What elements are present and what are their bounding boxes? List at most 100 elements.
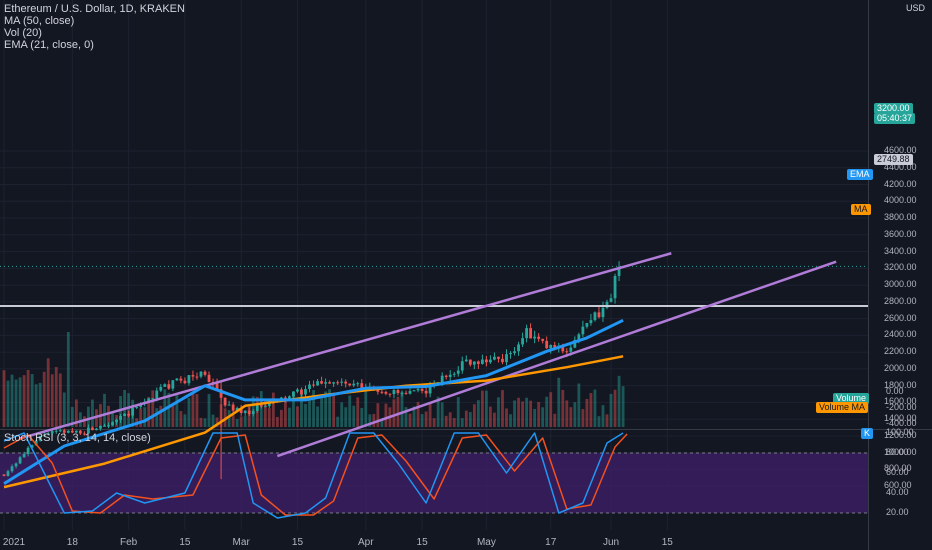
candle-body[interactable]	[396, 390, 400, 394]
candle-body[interactable]	[91, 427, 94, 431]
volume-bar[interactable]	[396, 396, 400, 427]
volume-bar[interactable]	[239, 416, 243, 427]
volume-bar[interactable]	[485, 390, 488, 427]
volume-bar[interactable]	[271, 392, 275, 427]
volume-bar[interactable]	[275, 416, 279, 427]
candle-body[interactable]	[10, 466, 14, 472]
candle-body[interactable]	[18, 457, 22, 464]
volume-bar[interactable]	[356, 397, 360, 427]
ema-line[interactable]	[3, 318, 624, 485]
candle-body[interactable]	[476, 361, 480, 364]
volume-bar[interactable]	[400, 391, 404, 427]
volume-bar[interactable]	[609, 393, 613, 427]
volume-bar[interactable]	[70, 406, 74, 427]
candle-body[interactable]	[444, 375, 448, 377]
candle-body[interactable]	[42, 434, 46, 436]
volume-bar[interactable]	[211, 414, 215, 427]
volume-bar[interactable]	[577, 383, 581, 427]
candle-body[interactable]	[613, 275, 617, 299]
candle-body[interactable]	[456, 370, 460, 374]
volume-bar[interactable]	[476, 400, 480, 427]
candle-body[interactable]	[107, 425, 110, 427]
candle-body[interactable]	[203, 371, 207, 375]
candle-body[interactable]	[308, 384, 311, 390]
ma-tag[interactable]: MA	[851, 204, 871, 215]
candle-body[interactable]	[255, 405, 259, 411]
volume-ma-tag[interactable]: Volume MA	[816, 402, 869, 413]
candle-body[interactable]	[87, 427, 90, 434]
candle-body[interactable]	[573, 339, 577, 348]
volume-bar[interactable]	[360, 407, 364, 427]
volume-bar[interactable]	[525, 397, 528, 427]
volume-bar[interactable]	[83, 416, 86, 427]
channel-lower-line[interactable]	[276, 260, 837, 458]
candle-body[interactable]	[30, 445, 34, 448]
candle-body[interactable]	[183, 380, 187, 384]
candle-body[interactable]	[468, 359, 472, 365]
volume-bar[interactable]	[545, 396, 549, 427]
candle-body[interactable]	[54, 430, 58, 432]
volume-bar[interactable]	[324, 391, 327, 427]
volume-bar[interactable]	[372, 413, 376, 427]
volume-bar[interactable]	[340, 402, 344, 427]
candle-body[interactable]	[135, 406, 139, 408]
candle-body[interactable]	[505, 354, 508, 363]
stoch-k-tag[interactable]: K	[861, 428, 874, 439]
volume-bar[interactable]	[348, 395, 352, 427]
volume-bar[interactable]	[428, 403, 432, 427]
candle-body[interactable]	[127, 413, 131, 416]
candle-body[interactable]	[99, 426, 102, 429]
volume-bar[interactable]	[14, 379, 18, 427]
volume-bar[interactable]	[537, 401, 541, 427]
volume-bar[interactable]	[151, 390, 155, 427]
candle-body[interactable]	[6, 471, 10, 476]
volume-bar[interactable]	[227, 410, 231, 427]
candle-body[interactable]	[565, 351, 569, 353]
candle-body[interactable]	[412, 390, 416, 392]
candle-body[interactable]	[380, 391, 384, 393]
volume-bar[interactable]	[444, 415, 448, 427]
volume-bar[interactable]	[505, 408, 508, 427]
candle-body[interactable]	[408, 390, 412, 394]
candle-body[interactable]	[103, 425, 106, 427]
volume-bar[interactable]	[87, 406, 90, 427]
volume-bar[interactable]	[368, 414, 372, 427]
volume-bar[interactable]	[2, 370, 6, 427]
volume-bar[interactable]	[147, 396, 151, 427]
candle-body[interactable]	[163, 384, 167, 387]
candle-body[interactable]	[561, 345, 565, 352]
candle-body[interactable]	[533, 336, 537, 339]
candle-body[interactable]	[159, 386, 163, 391]
volume-bar[interactable]	[155, 408, 159, 427]
candle-body[interactable]	[259, 405, 263, 407]
candle-body[interactable]	[34, 440, 38, 446]
candle-body[interactable]	[348, 383, 352, 386]
volume-bar[interactable]	[549, 392, 553, 427]
candle-body[interactable]	[167, 384, 171, 389]
volume-bar[interactable]	[91, 399, 94, 427]
candle-body[interactable]	[83, 433, 86, 435]
candle-body[interactable]	[239, 407, 243, 414]
candle-body[interactable]	[376, 389, 380, 392]
candle-body[interactable]	[480, 359, 484, 364]
candle-body[interactable]	[597, 312, 601, 318]
volume-bar[interactable]	[259, 391, 263, 427]
candle-body[interactable]	[497, 356, 500, 359]
volume-bar[interactable]	[18, 377, 22, 427]
candle-body[interactable]	[115, 419, 118, 423]
volume-bar[interactable]	[231, 414, 235, 427]
volume-bar[interactable]	[42, 371, 46, 427]
volume-bar[interactable]	[364, 389, 368, 427]
volume-bar[interactable]	[581, 409, 585, 427]
volume-bar[interactable]	[621, 386, 625, 427]
candle-body[interactable]	[416, 388, 420, 391]
volume-bar[interactable]	[171, 404, 175, 427]
volume-bar[interactable]	[589, 393, 593, 427]
volume-bar[interactable]	[195, 394, 199, 427]
volume-bar[interactable]	[605, 414, 609, 427]
volume-bar[interactable]	[292, 391, 295, 427]
candle-body[interactable]	[577, 334, 581, 340]
volume-bar[interactable]	[179, 411, 183, 427]
volume-bar[interactable]	[111, 411, 114, 427]
volume-bar[interactable]	[585, 398, 589, 427]
